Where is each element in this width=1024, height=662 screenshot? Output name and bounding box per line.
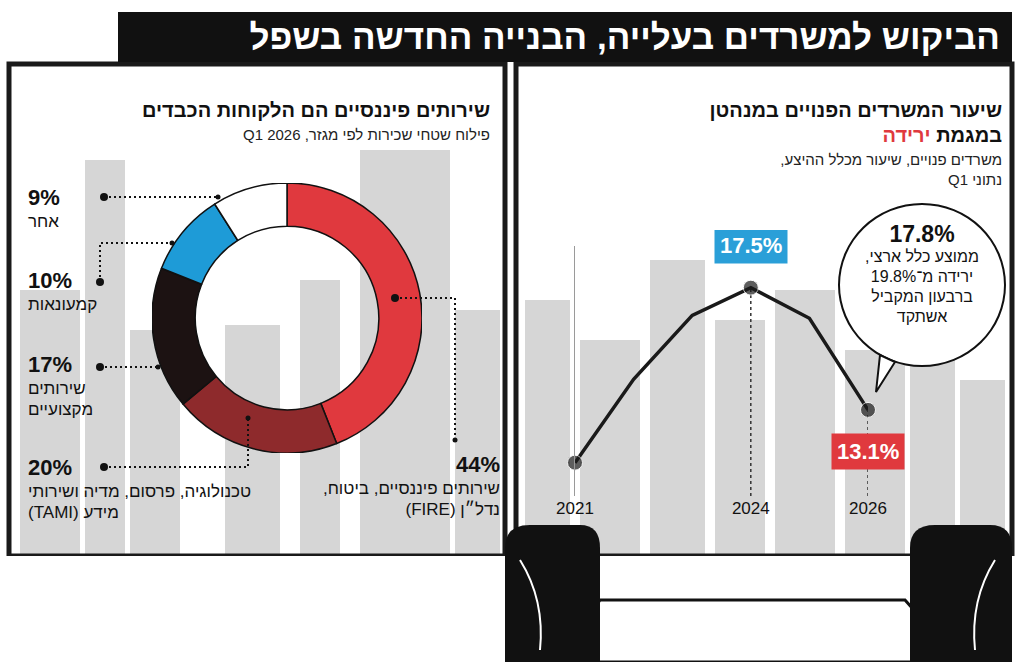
html-text:44%: 44% — [456, 452, 500, 477]
html-text:פילוח שטחי שכירות לפי מגזר, Q1: פילוח שטחי שכירות לפי מגזר, Q1 2026 — [243, 126, 490, 143]
html-text:17.8%: 17.8% — [889, 221, 955, 247]
html-text:10%: 10% — [28, 268, 72, 293]
html-text:שירותים פיננסיים הם הלקוחות הכ: שירותים פיננסיים הם הלקוחות הכבדים — [142, 99, 490, 121]
html-text:שירותים מקצועיים: שירותים מקצועיים — [28, 379, 94, 419]
html-text:טכנולוגיה, פרסום, מדיה ושירותי: טכנולוגיה, פרסום, מדיה ושירותי מידע (TAM… — [28, 482, 251, 522]
html-text:קמעונאות: קמעונאות — [28, 295, 98, 314]
html-text:17%: 17% — [28, 352, 72, 377]
svg-text:17.5%: 17.5% — [720, 233, 782, 258]
svg-text:2026: 2026 — [849, 499, 887, 518]
html-text:20%: 20% — [28, 455, 72, 480]
html-text:אחר: אחר — [28, 212, 59, 231]
svg-text:2021: 2021 — [556, 499, 594, 518]
html-text:שיעור המשרדים הפנויים במנהטן ב: שיעור המשרדים הפנויים במנהטן במגמת — [709, 99, 1002, 146]
svg-text:13.1%: 13.1% — [837, 439, 899, 464]
html-text:שירותים פיננסיים, ביטוח, נדל״ן: שירותים פיננסיים, ביטוח, נדל״ן (FIRE) — [323, 479, 500, 519]
html-text:הביקוש למשרדים בעלייה, הבנייה: הביקוש למשרדים בעלייה, הבנייה החדשה בשפל — [249, 17, 1000, 56]
html-text:ממוצע כלל ארצי, ירידה מ־19.8%: ממוצע כלל ארצי, ירידה מ־19.8% ברבעון המק… — [865, 248, 979, 325]
html-text:משרדים פנויים, שיעור מכלל ההיצ: משרדים פנויים, שיעור מכלל ההיצע, נתוני Q… — [780, 151, 1002, 188]
html-text:ירידה: ירידה — [882, 124, 931, 146]
html-text:9%: 9% — [28, 185, 60, 210]
svg-text:2024: 2024 — [732, 499, 770, 518]
